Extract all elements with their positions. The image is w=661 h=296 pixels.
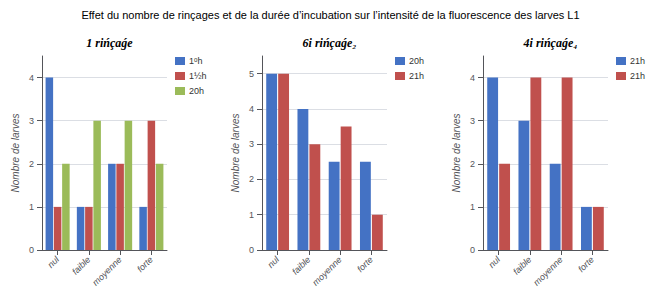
svg-text:moyenne: moyenne: [531, 254, 564, 287]
svg-text:forte: forte: [576, 254, 596, 274]
svg-text:moyenne: moyenne: [90, 254, 123, 287]
svg-text:nul: nul: [266, 254, 282, 270]
svg-text:3: 3: [29, 116, 34, 126]
svg-text:6i rińçaǵe₂: 6i rińçaǵe₂: [303, 36, 357, 50]
svg-text:2: 2: [29, 159, 34, 169]
svg-text:faible: faible: [511, 254, 533, 276]
svg-text:0: 0: [249, 245, 254, 255]
svg-text:1: 1: [29, 202, 34, 212]
svg-text:Nombre de larves: Nombre de larves: [10, 114, 21, 193]
svg-text:0: 0: [470, 245, 475, 255]
svg-text:nul: nul: [46, 254, 62, 270]
svg-text:0: 0: [29, 245, 34, 255]
svg-text:21h: 21h: [409, 71, 424, 81]
svg-text:4i rińçaǵe₄: 4i rińçaǵe₄: [523, 36, 578, 50]
svg-text:1: 1: [470, 202, 475, 212]
svg-text:forte: forte: [135, 254, 155, 274]
svg-text:3: 3: [470, 116, 475, 126]
svg-text:2: 2: [249, 174, 254, 184]
svg-text:4: 4: [29, 73, 34, 83]
svg-text:21h: 21h: [630, 56, 645, 66]
svg-text:1 rińçaǵe: 1 rińçaǵe: [86, 36, 133, 50]
svg-text:forte: forte: [355, 254, 375, 274]
svg-text:3: 3: [249, 139, 254, 149]
svg-text:1: 1: [249, 210, 254, 220]
svg-text:2: 2: [470, 159, 475, 169]
svg-text:nul: nul: [487, 254, 503, 270]
svg-text:Effet du nombre de rinçages et: Effet du nombre de rinçages et de la dur…: [81, 9, 579, 21]
svg-text:Nombre de larves: Nombre de larves: [230, 114, 241, 193]
svg-text:Nombre de larves: Nombre de larves: [451, 114, 462, 193]
svg-text:moyenne: moyenne: [310, 254, 343, 287]
svg-text:5: 5: [249, 69, 254, 79]
svg-text:21h: 21h: [630, 71, 645, 81]
svg-text:faible: faible: [70, 254, 92, 276]
svg-text:20h: 20h: [189, 86, 204, 96]
svg-text:4: 4: [470, 73, 475, 83]
svg-text:20h: 20h: [409, 56, 424, 66]
svg-text:4: 4: [249, 104, 254, 114]
svg-text:1ᵒh: 1ᵒh: [189, 56, 202, 66]
svg-text:faible: faible: [290, 254, 312, 276]
svg-text:1½h: 1½h: [189, 71, 207, 81]
